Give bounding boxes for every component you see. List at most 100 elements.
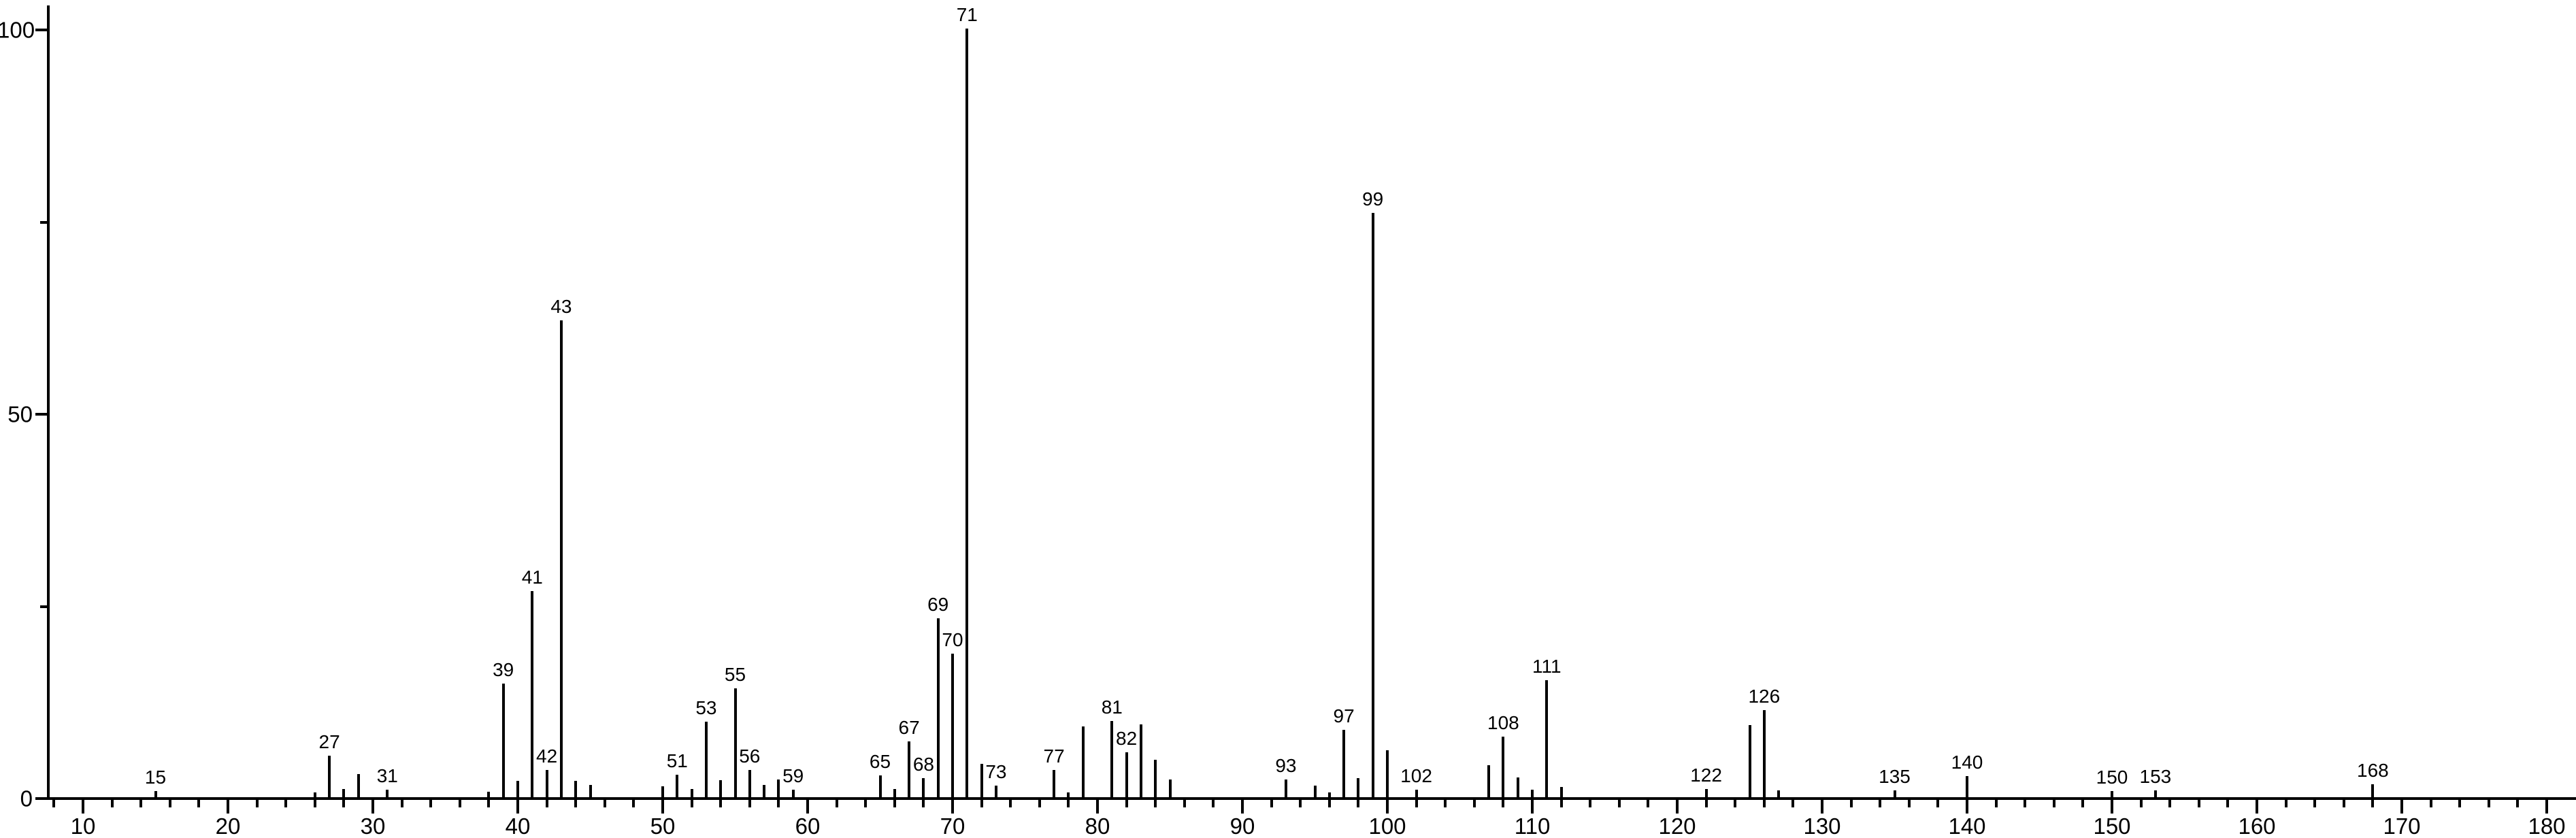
x-axis-tick [1676,800,1679,814]
x-axis-minor-tick [197,800,201,807]
x-axis-minor-tick [545,800,548,807]
x-axis-minor-tick [1936,800,1940,807]
peak-line [1777,790,1781,797]
x-axis-minor-tick [313,800,316,807]
x-axis-tick [951,800,954,814]
peak-label: 71 [956,4,978,25]
x-axis-minor-tick [2487,800,2490,807]
x-axis-minor-tick [2052,800,2055,807]
peak-line [1110,721,1114,797]
x-axis-minor-tick [2081,800,2085,807]
x-axis-line [42,797,2576,800]
x-axis-tick [1821,800,1823,814]
x-axis-minor-tick [1734,800,1737,807]
x-axis-tick [1241,800,1244,814]
x-axis-minor-tick [864,800,868,807]
x-axis-minor-tick [2516,800,2520,807]
peak-line [545,770,548,797]
x-axis-minor-tick [2284,800,2288,807]
peak-line [313,792,316,797]
peak-line [791,789,795,797]
x-axis-minor-tick [1067,800,1070,807]
x-axis-minor-tick [603,800,606,807]
peak-label: 55 [724,663,746,685]
peak-label: 39 [493,658,514,680]
x-axis-minor-tick [690,800,693,807]
peak-line [1502,736,1505,797]
x-axis-minor-tick [922,800,925,807]
peak-label: 27 [318,731,340,752]
peak-line [1762,710,1766,797]
x-axis-minor-tick [284,800,288,807]
x-axis-tick-label: 60 [795,814,821,838]
x-axis-minor-tick [2371,800,2375,807]
peak-line [1893,790,1896,797]
peak-line [1371,213,1374,797]
x-axis-tick [1096,800,1099,814]
x-axis-minor-tick [1327,800,1331,807]
x-axis-minor-tick [52,800,56,807]
y-axis-line [47,5,50,800]
x-axis-minor-tick [2139,800,2143,807]
x-axis-tick [2256,800,2258,814]
peak-line [908,741,911,797]
peak-label: 31 [376,765,398,786]
x-axis-minor-tick [1038,800,1041,807]
x-axis-tick-label: 50 [650,814,676,838]
peak-label: 99 [1362,188,1384,210]
peak-label: 70 [942,628,963,650]
x-axis-minor-tick [1502,800,1505,807]
peak-line [516,781,519,797]
peak-line [589,784,592,797]
x-axis-minor-tick [1472,800,1476,807]
x-axis-minor-tick [1791,800,1795,807]
peak-line [1081,726,1085,797]
peak-label: 111 [1532,656,1562,677]
peak-line [574,781,578,797]
peak-line [1545,680,1549,797]
x-axis-minor-tick [632,800,635,807]
y-axis-tick-label: 50 [7,401,33,427]
x-axis-minor-tick [2429,800,2432,807]
peak-line [1531,789,1534,797]
x-axis-tick [2111,800,2113,814]
x-axis-minor-tick [1994,800,1998,807]
peak-label: 59 [782,765,804,786]
peak-line [661,786,664,797]
peak-line [704,722,708,797]
peak-line [1704,788,1708,797]
peak-line [1487,765,1491,797]
x-axis-tick [806,800,809,814]
x-axis-minor-tick [719,800,723,807]
x-axis-minor-tick [1444,800,1447,807]
x-axis-minor-tick [1009,800,1012,807]
x-axis-tick-label: 70 [940,814,965,838]
y-axis-tick [35,29,47,31]
x-axis-tick [2545,800,2548,814]
y-axis-tick-label: 100 [0,17,35,43]
x-axis-tick [371,800,374,814]
peak-line [2153,790,2157,797]
peak-label: 68 [912,753,934,775]
peak-line [1357,777,1360,797]
y-axis-tick [35,413,47,416]
peak-line [1139,724,1142,797]
x-axis-tick-label: 180 [2528,814,2566,838]
peak-label: 102 [1400,765,1432,786]
x-axis-minor-tick [1704,800,1708,807]
peak-label: 51 [666,750,688,772]
peak-line [2111,790,2113,797]
x-axis-minor-tick [1299,800,1302,807]
x-axis-tick-label: 100 [1368,814,1406,838]
x-axis-minor-tick [893,800,896,807]
peak-label: 81 [1101,697,1123,718]
peak-label: 69 [927,593,949,615]
peak-label: 73 [985,761,1007,783]
peak-line [2371,784,2375,797]
peak-line [690,788,693,797]
x-axis-tick-label: 120 [1658,814,1696,838]
x-axis-tick-label: 30 [360,814,386,838]
x-axis-minor-tick [2226,800,2230,807]
peak-line [1966,776,1968,797]
peak-line [1386,750,1389,797]
